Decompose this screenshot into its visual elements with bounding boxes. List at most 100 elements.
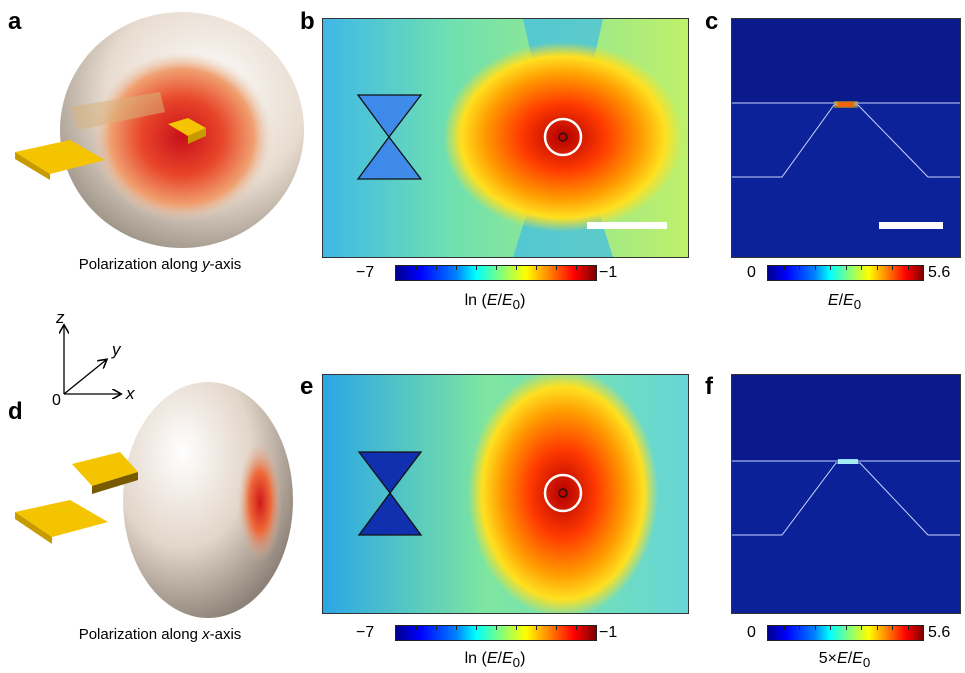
colorbar-b-label-prefix: ln ( [464,292,487,309]
colorbar-tick [907,266,909,270]
colorbar-f-label-slash: / [847,650,853,667]
colorbar-c-label: E/E0 [767,292,922,312]
colorbar-f-max: 5.6 [928,624,951,641]
caption-d-axis: x [202,626,210,643]
colorbar-e [395,625,597,641]
colorbar-tick [576,266,577,270]
panel-label-c: c [705,8,719,35]
axis-origin-label: 0 [52,392,61,409]
colorbar-tick [516,266,517,270]
colorbar-e-label-slash: / [497,650,502,667]
colorbar-tick [496,626,497,630]
colorbar-tick [892,626,893,630]
torus-render-y-polarization [15,12,304,248]
colorbar-e-label: ln (E/E0) [395,650,595,670]
colorbar-tick [576,626,577,630]
caption-d: Polarization along x-axis [40,626,280,643]
caption-d-suffix: -axis [209,626,242,643]
colorbar-f-min: 0 [747,624,756,641]
colorbar-e-max: −1 [599,624,618,641]
colorbar-tick [861,626,862,630]
colorbar-tick [876,266,878,270]
panel-label-f: f [705,373,713,400]
colorbar-tick [845,266,847,270]
colorbar-c-max: 5.6 [928,264,951,281]
colorbar-tick [892,266,893,270]
colorbar-tick [783,266,785,270]
colorbar-f-label-sub: 0 [862,655,871,671]
panel-label-b: b [300,8,315,35]
colorbar-tick [536,266,537,270]
colorbar-b-min: −7 [356,264,375,281]
colorbar-f [767,625,924,641]
caption-a-text: Polarization along [78,256,203,273]
colorbar-tick [556,626,557,630]
scale-bar-b [587,222,667,229]
colorbar-b-label-e0: E [501,292,513,309]
colorbar-tick [416,266,417,270]
colorbar-tick [799,266,800,270]
colorbar-tick [536,626,537,630]
axis-z-label: z [56,308,65,327]
colorbar-c-label-sub: 0 [853,297,862,313]
scale-bar-c [879,222,943,229]
colorbar-e-label-sub: 0 [512,655,521,671]
colorbar-tick [496,266,497,270]
colorbar-tick [456,266,457,270]
colorbar-e-label-prefix: ln ( [464,650,487,667]
colorbar-tick [814,626,816,630]
colorbar-c-label-e0: E [843,292,854,309]
panel-label-e: e [300,373,314,400]
colorbar-b-label-e: E [486,292,498,309]
colorbar-b-label: ln (E/E0) [395,292,595,312]
colorbar-b-max: −1 [599,264,618,281]
colorbar-tick [556,266,557,270]
colorbar-e-min: −7 [356,624,375,641]
colorbar-b-label-sub: 0 [512,297,521,313]
colorbar-f-label-e0: E [852,650,863,667]
torus-render-x-polarization [15,382,293,618]
panel-label-a: a [8,8,22,35]
colorbar-tick [436,266,437,270]
field-map-b [322,18,689,258]
panel-label-d: d [8,398,23,425]
axis-y-label: y [112,340,121,359]
caption-a-axis: y [202,256,210,273]
colorbar-f-label-e: E [837,650,848,667]
axis-triad [44,310,154,410]
colorbar-c-label-slash: / [838,292,844,309]
colorbar-tick [456,626,457,630]
colorbar-tick [830,266,831,270]
colorbar-tick [861,266,862,270]
colorbar-tick [907,626,909,630]
colorbar-b-label-suffix: ) [520,292,526,309]
colorbar-b [395,265,597,281]
colorbar-tick [799,626,800,630]
colorbar-tick [830,626,831,630]
colorbar-c-label-e: E [827,292,839,309]
colorbar-tick [476,266,477,270]
colorbar-tick [783,626,785,630]
colorbar-tick [814,266,816,270]
colorbar-tick [416,626,417,630]
colorbar-tick [516,626,517,630]
field-map-f [731,374,961,614]
caption-a: Polarization along y-axis [40,256,280,273]
colorbar-c-min: 0 [747,264,756,281]
caption-d-text: Polarization along [78,626,203,643]
colorbar-tick [436,626,437,630]
colorbar-e-label-e: E [486,650,498,667]
colorbar-tick [476,626,477,630]
colorbar-e-label-e0: E [501,650,513,667]
colorbar-tick [876,626,878,630]
colorbar-f-label-prefix: 5× [818,650,838,667]
field-map-c [731,18,961,258]
colorbar-tick [845,626,847,630]
colorbar-c [767,265,924,281]
colorbar-b-label-slash: / [497,292,502,309]
colorbar-e-label-suffix: ) [520,650,526,667]
field-map-e [322,374,689,614]
colorbar-f-label: 5×E/E0 [767,650,922,670]
axis-x-label: x [126,384,135,403]
caption-a-suffix: -axis [209,256,242,273]
